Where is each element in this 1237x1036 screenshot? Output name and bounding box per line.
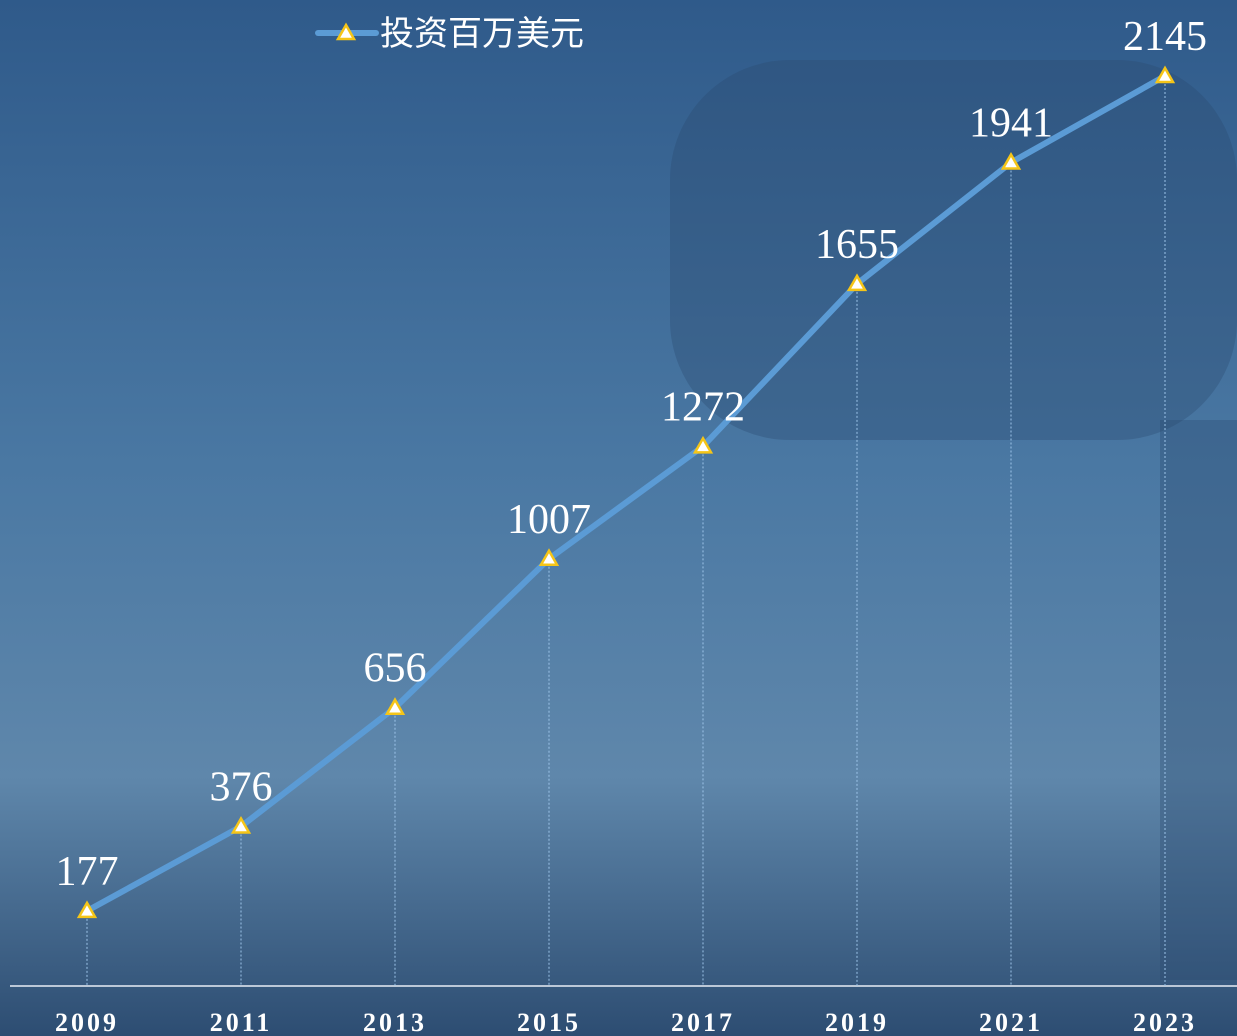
- x-tick-label: 2017: [671, 1008, 735, 1036]
- legend-label: 投资百万美元: [380, 14, 584, 54]
- data-label: 2145: [1123, 14, 1207, 60]
- data-line: [85, 73, 1167, 914]
- data-point: [76, 900, 98, 919]
- x-tick-label: 2021: [979, 1008, 1043, 1036]
- data-label: 177: [56, 849, 119, 895]
- x-tick-label: 2019: [825, 1008, 889, 1036]
- data-label: 1272: [661, 384, 745, 430]
- x-tick-label: 2015: [517, 1008, 581, 1036]
- data-point: [846, 273, 868, 292]
- data-point: [230, 815, 252, 834]
- x-tick-label: 2023: [1133, 1008, 1197, 1036]
- x-tick-label: 2013: [363, 1008, 427, 1036]
- data-label: 1941: [969, 101, 1053, 147]
- data-point: [384, 697, 406, 715]
- data-point: [1154, 65, 1176, 84]
- x-tick-label: 2009: [55, 1008, 119, 1036]
- x-tick-label: 2011: [210, 1008, 273, 1036]
- data-label: 1655: [815, 222, 899, 268]
- data-point: [692, 435, 714, 454]
- legend-marker: [335, 22, 357, 41]
- background-shape: [1160, 420, 1237, 980]
- data-label: 1007: [507, 497, 591, 543]
- background-shape: [670, 60, 1237, 440]
- data-point: [1000, 152, 1022, 170]
- data-label: 656: [364, 646, 427, 692]
- data-label: 376: [210, 764, 273, 810]
- data-point: [538, 548, 560, 567]
